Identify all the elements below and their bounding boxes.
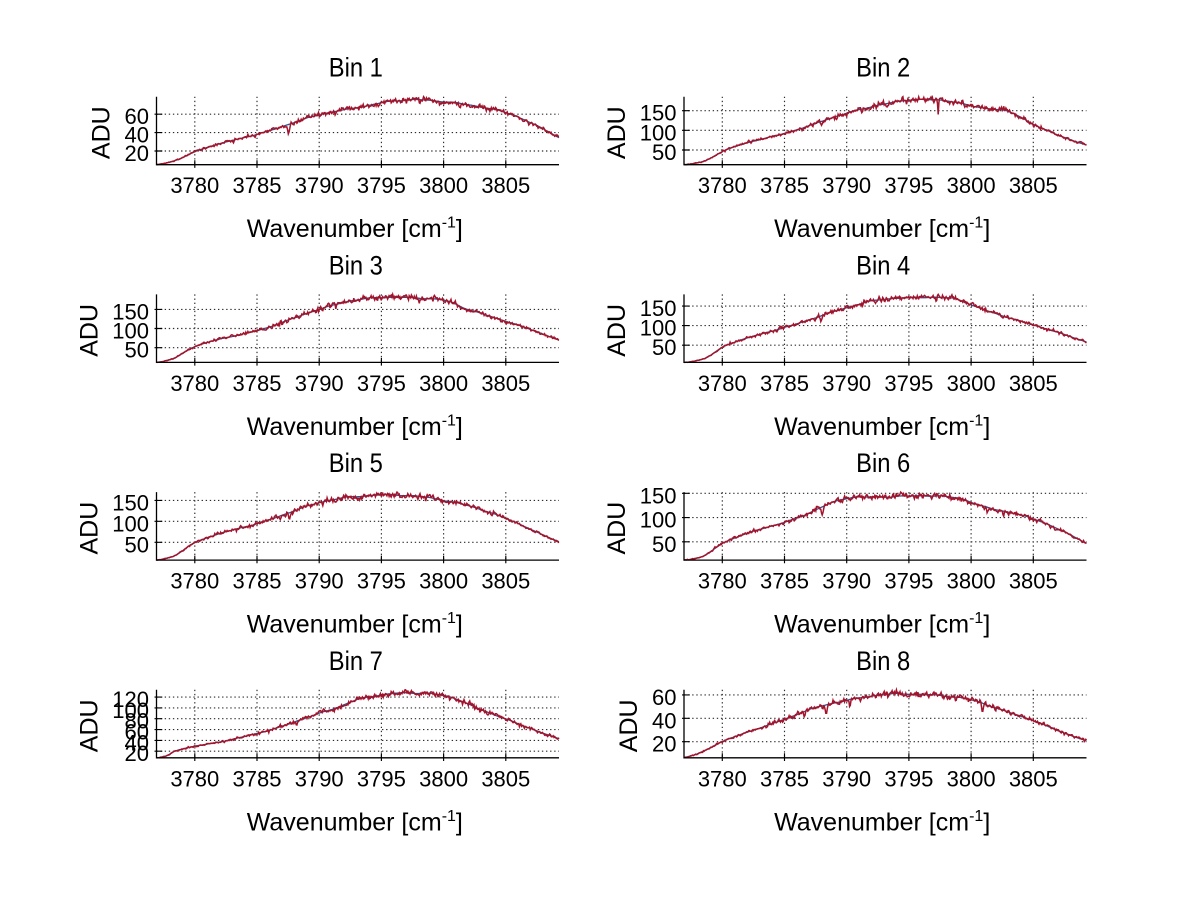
svg-text:3805: 3805 bbox=[481, 173, 530, 198]
svg-text:100: 100 bbox=[112, 511, 149, 536]
svg-text:20: 20 bbox=[125, 741, 149, 766]
svg-text:3785: 3785 bbox=[233, 569, 282, 594]
svg-text:80: 80 bbox=[125, 709, 149, 734]
svg-text:150: 150 bbox=[640, 483, 677, 508]
svg-text:50: 50 bbox=[125, 532, 149, 557]
svg-text:100: 100 bbox=[112, 319, 149, 344]
svg-text:3790: 3790 bbox=[822, 569, 871, 594]
svg-text:3800: 3800 bbox=[947, 173, 996, 198]
svg-text:ADU: ADU bbox=[603, 304, 631, 357]
svg-text:3790: 3790 bbox=[295, 766, 344, 791]
svg-text:40: 40 bbox=[125, 123, 149, 148]
svg-text:3800: 3800 bbox=[947, 766, 996, 791]
svg-text:Bin 5: Bin 5 bbox=[329, 449, 383, 479]
svg-text:3790: 3790 bbox=[822, 173, 871, 198]
svg-text:3800: 3800 bbox=[419, 173, 468, 198]
svg-text:3790: 3790 bbox=[822, 766, 871, 791]
svg-text:3790: 3790 bbox=[295, 569, 344, 594]
svg-text:Wavenumber [cm-1]: Wavenumber [cm-1] bbox=[247, 412, 463, 441]
svg-text:3785: 3785 bbox=[760, 569, 809, 594]
svg-text:20: 20 bbox=[125, 141, 149, 166]
svg-text:3795: 3795 bbox=[884, 371, 933, 396]
svg-text:ADU: ADU bbox=[88, 106, 116, 159]
svg-text:3800: 3800 bbox=[947, 371, 996, 396]
svg-text:150: 150 bbox=[640, 101, 677, 126]
svg-text:Wavenumber [cm-1]: Wavenumber [cm-1] bbox=[247, 808, 463, 837]
svg-text:3800: 3800 bbox=[419, 371, 468, 396]
svg-text:3805: 3805 bbox=[1009, 569, 1058, 594]
svg-text:3780: 3780 bbox=[170, 569, 219, 594]
svg-text:ADU: ADU bbox=[615, 699, 643, 752]
svg-text:3800: 3800 bbox=[947, 569, 996, 594]
svg-text:3805: 3805 bbox=[481, 569, 530, 594]
svg-text:3780: 3780 bbox=[170, 173, 219, 198]
svg-text:3795: 3795 bbox=[884, 569, 933, 594]
svg-text:Wavenumber [cm-1]: Wavenumber [cm-1] bbox=[247, 215, 463, 244]
svg-text:Bin 6: Bin 6 bbox=[856, 449, 910, 479]
svg-text:ADU: ADU bbox=[603, 502, 631, 555]
svg-text:Bin 3: Bin 3 bbox=[329, 251, 383, 281]
svg-text:ADU: ADU bbox=[76, 699, 104, 752]
svg-text:60: 60 bbox=[652, 685, 676, 710]
svg-text:50: 50 bbox=[125, 338, 149, 363]
svg-text:3795: 3795 bbox=[357, 371, 406, 396]
svg-text:Wavenumber [cm-1]: Wavenumber [cm-1] bbox=[774, 808, 990, 837]
svg-text:40: 40 bbox=[652, 708, 676, 733]
svg-text:3790: 3790 bbox=[822, 371, 871, 396]
svg-text:3785: 3785 bbox=[760, 173, 809, 198]
svg-text:3795: 3795 bbox=[884, 173, 933, 198]
svg-text:100: 100 bbox=[112, 698, 149, 723]
svg-text:100: 100 bbox=[640, 508, 677, 533]
svg-text:3785: 3785 bbox=[233, 173, 282, 198]
svg-text:20: 20 bbox=[652, 732, 676, 757]
svg-text:3795: 3795 bbox=[357, 766, 406, 791]
svg-text:3795: 3795 bbox=[357, 173, 406, 198]
svg-text:3785: 3785 bbox=[233, 766, 282, 791]
svg-text:3805: 3805 bbox=[481, 766, 530, 791]
svg-text:100: 100 bbox=[640, 120, 677, 145]
svg-text:60: 60 bbox=[125, 104, 149, 129]
svg-text:150: 150 bbox=[112, 299, 149, 324]
svg-text:3790: 3790 bbox=[295, 371, 344, 396]
svg-text:50: 50 bbox=[652, 335, 676, 360]
svg-text:150: 150 bbox=[640, 296, 677, 321]
svg-text:Wavenumber [cm-1]: Wavenumber [cm-1] bbox=[247, 610, 463, 639]
svg-text:3780: 3780 bbox=[698, 371, 747, 396]
svg-text:Wavenumber [cm-1]: Wavenumber [cm-1] bbox=[774, 215, 990, 244]
svg-text:3795: 3795 bbox=[884, 766, 933, 791]
svg-text:50: 50 bbox=[652, 140, 676, 165]
svg-text:3795: 3795 bbox=[357, 569, 406, 594]
svg-text:Wavenumber [cm-1]: Wavenumber [cm-1] bbox=[774, 610, 990, 639]
svg-text:100: 100 bbox=[640, 316, 677, 341]
svg-text:Bin 8: Bin 8 bbox=[856, 646, 910, 676]
svg-text:3780: 3780 bbox=[170, 766, 219, 791]
svg-text:3785: 3785 bbox=[760, 371, 809, 396]
svg-text:3780: 3780 bbox=[698, 173, 747, 198]
svg-text:3800: 3800 bbox=[419, 569, 468, 594]
svg-text:ADU: ADU bbox=[76, 502, 104, 555]
svg-text:Wavenumber [cm-1]: Wavenumber [cm-1] bbox=[774, 412, 990, 441]
svg-text:3780: 3780 bbox=[170, 371, 219, 396]
svg-text:3780: 3780 bbox=[698, 569, 747, 594]
svg-text:3805: 3805 bbox=[481, 371, 530, 396]
svg-text:3785: 3785 bbox=[233, 371, 282, 396]
svg-text:50: 50 bbox=[652, 532, 676, 557]
svg-text:Bin 1: Bin 1 bbox=[329, 53, 383, 83]
svg-text:120: 120 bbox=[112, 687, 149, 712]
svg-text:3785: 3785 bbox=[760, 766, 809, 791]
svg-text:Bin 2: Bin 2 bbox=[856, 53, 910, 83]
svg-text:3805: 3805 bbox=[1009, 371, 1058, 396]
svg-text:40: 40 bbox=[125, 730, 149, 755]
svg-text:3790: 3790 bbox=[295, 173, 344, 198]
svg-text:Bin 4: Bin 4 bbox=[856, 251, 910, 281]
svg-text:3800: 3800 bbox=[419, 766, 468, 791]
svg-text:Bin 7: Bin 7 bbox=[329, 646, 383, 676]
svg-text:150: 150 bbox=[112, 490, 149, 515]
svg-text:ADU: ADU bbox=[603, 106, 631, 159]
svg-text:3805: 3805 bbox=[1009, 173, 1058, 198]
svg-text:ADU: ADU bbox=[76, 304, 104, 357]
svg-text:3780: 3780 bbox=[698, 766, 747, 791]
svg-text:60: 60 bbox=[125, 720, 149, 745]
svg-text:3805: 3805 bbox=[1009, 766, 1058, 791]
